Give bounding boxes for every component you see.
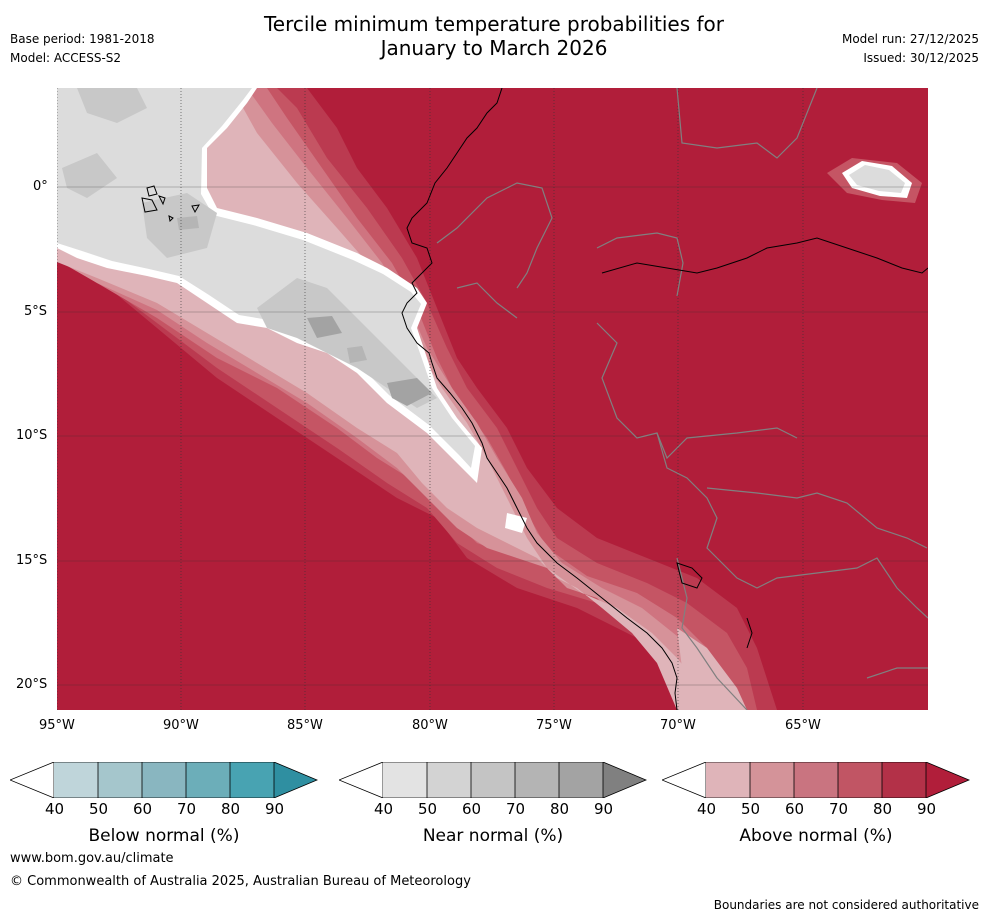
colorbar-segment (926, 762, 969, 798)
lon-label-75w: 75°W (536, 718, 572, 733)
colorbar-segment (427, 762, 471, 798)
near-normal-70-patch (177, 216, 199, 230)
near-tick-70: 70 (506, 800, 526, 818)
colorbar-segment (838, 762, 882, 798)
below-tick-40: 40 (45, 800, 65, 818)
colorbar-segment (142, 762, 186, 798)
above-tick-90: 90 (917, 800, 937, 818)
lon-label-85w: 85°W (287, 718, 323, 733)
colorbar-segment (515, 762, 559, 798)
lat-label-20s: 20°S (16, 677, 48, 692)
near-tick-60: 60 (462, 800, 482, 818)
lon-label-95w: 95°W (39, 718, 75, 733)
near-normal-50-patch (849, 165, 905, 193)
colorbar-segment (274, 762, 317, 798)
title-line-2: January to March 2026 (380, 36, 608, 60)
latitude-lines (57, 186, 928, 686)
below-tick-90: 90 (265, 800, 285, 818)
near-tick-90: 90 (594, 800, 614, 818)
near-normal-70-patch (347, 346, 367, 363)
near-tick-40: 40 (374, 800, 394, 818)
lat-label-0: 0° (33, 179, 48, 194)
above-tick-50: 50 (741, 800, 761, 818)
below-tick-80: 80 (221, 800, 241, 818)
near-normal-colorbar (339, 762, 647, 798)
below-tick-60: 60 (133, 800, 153, 818)
above-tick-80: 80 (873, 800, 893, 818)
above-normal-colorbar (662, 762, 970, 798)
near-normal-60-patch (257, 278, 437, 408)
colorbar-segment (230, 762, 274, 798)
below-normal-colorbar (10, 762, 318, 798)
below-tick-70: 70 (177, 800, 197, 818)
lon-label-65w: 65°W (785, 718, 821, 733)
above-tick-70: 70 (829, 800, 849, 818)
colorbar-segment (186, 762, 230, 798)
below-tick-50: 50 (89, 800, 109, 818)
above-normal-label: Above normal (%) (739, 826, 893, 846)
above-normal-40-region (677, 628, 747, 710)
national-borders (436, 88, 928, 710)
colorbar-segment (559, 762, 603, 798)
near-normal-60-patch (77, 88, 147, 123)
coastline (141, 88, 928, 710)
colorbar-segment (383, 762, 427, 798)
lon-label-80w: 80°W (412, 718, 448, 733)
colorbar-segment (98, 762, 142, 798)
footer-copyright: © Commonwealth of Australia 2025, Austra… (10, 874, 471, 889)
colorbar-segment (54, 762, 98, 798)
colorbar-segment (10, 762, 55, 798)
colorbar-segment (471, 762, 515, 798)
colorbar-segment (662, 762, 707, 798)
page-title: Tercile minimum temperature probabilitie… (0, 12, 988, 60)
footer-boundaries-note: Boundaries are not considered authoritat… (713, 898, 979, 912)
lat-label-15s: 15°S (16, 553, 48, 568)
above-tick-60: 60 (785, 800, 805, 818)
near-normal-label: Near normal (%) (422, 826, 564, 846)
base-period: Base period: 1981-2018 (10, 32, 155, 46)
lon-label-90w: 90°W (163, 718, 199, 733)
probability-map (57, 88, 928, 710)
colorbar-segment (603, 762, 646, 798)
footer-url[interactable]: www.bom.gov.au/climate (10, 851, 174, 866)
colorbar-segment (339, 762, 384, 798)
lat-label-10s: 10°S (16, 428, 48, 443)
lon-label-70w: 70°W (660, 718, 696, 733)
near-normal-80-patch (387, 378, 432, 406)
model-run: Model run: 27/12/2025 (841, 32, 979, 46)
near-tick-50: 50 (418, 800, 438, 818)
lat-label-5s: 5°S (24, 304, 48, 319)
colorbar-segment (706, 762, 750, 798)
title-line-1: Tercile minimum temperature probabilitie… (263, 12, 725, 36)
colorbar-segment (882, 762, 926, 798)
colorbar-segment (794, 762, 838, 798)
near-normal-80-patch (307, 316, 342, 338)
near-tick-80: 80 (550, 800, 570, 818)
model-name: Model: ACCESS-S2 (10, 51, 122, 65)
colorbar-segment (750, 762, 794, 798)
above-tick-40: 40 (697, 800, 717, 818)
below-normal-label: Below normal (%) (88, 826, 240, 846)
issued-date: Issued: 30/12/2025 (863, 51, 979, 65)
